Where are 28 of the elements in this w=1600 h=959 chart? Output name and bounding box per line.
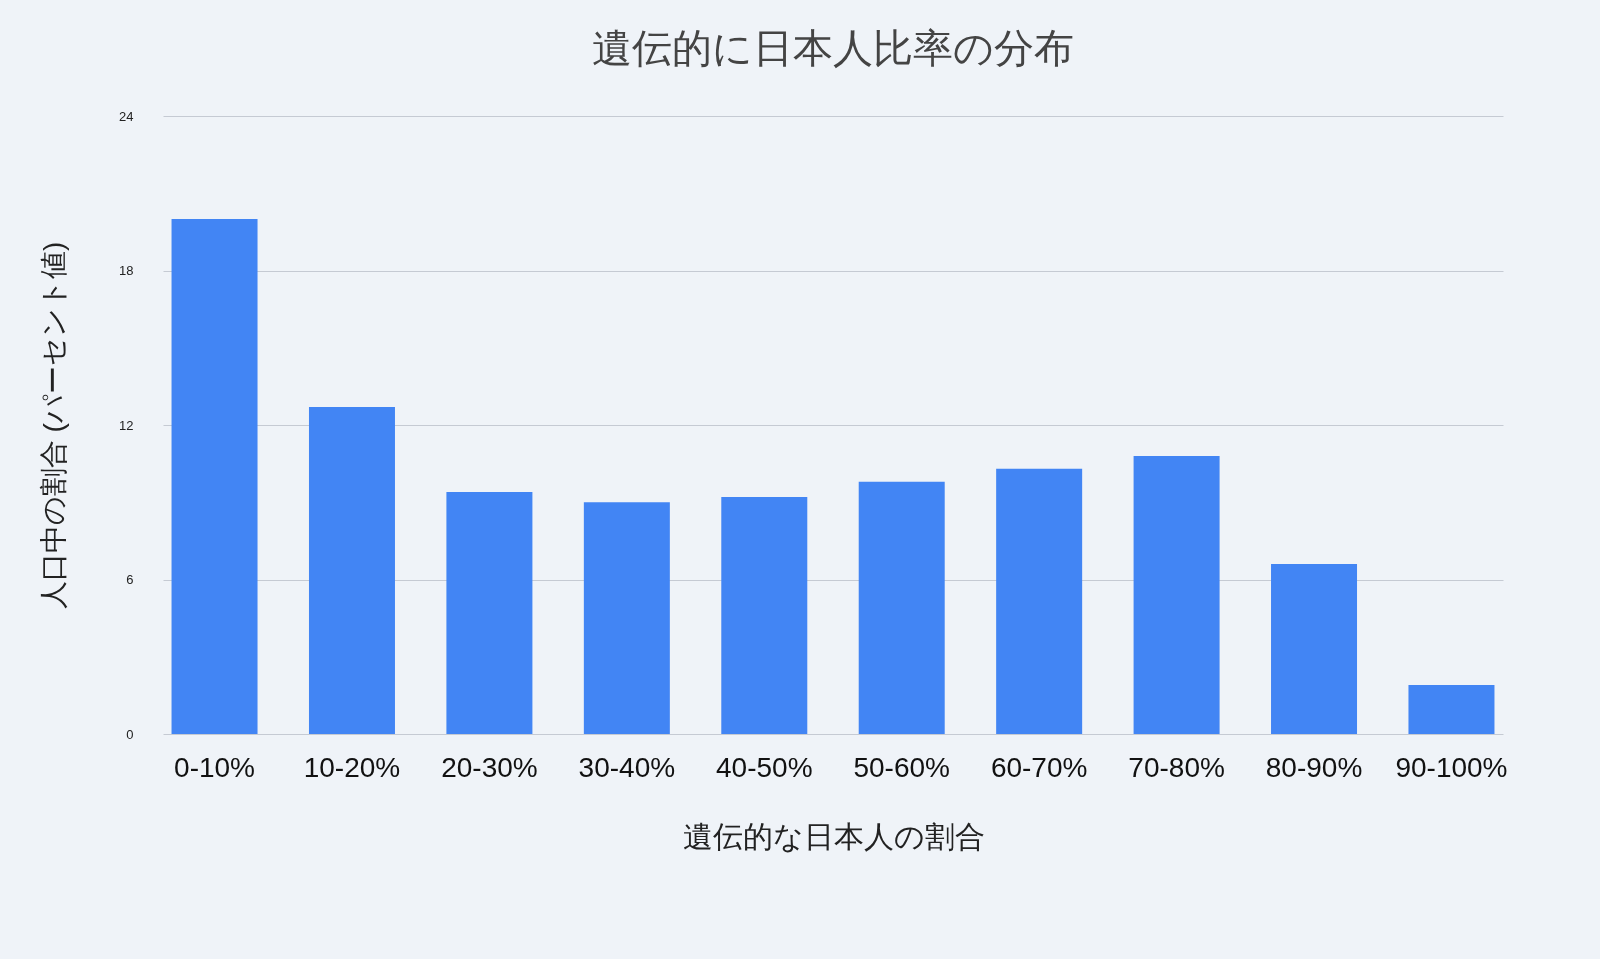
bar [1408,685,1495,734]
x-tick-label: 80-90% [1265,751,1363,783]
y-axis-title: 人口中の割合 (パーセント値) [38,241,70,610]
x-tick-label: 40-50% [716,751,813,783]
y-tick-label: 0 [126,726,134,742]
bar [858,481,945,734]
x-tick-label: 30-40% [578,751,676,783]
x-tick-label: 70-80% [1128,751,1225,783]
bar [171,219,258,734]
bar [721,497,808,734]
x-tick-label: 20-30% [441,751,538,783]
bar [996,468,1083,734]
x-tick-label: 0-10% [174,751,256,783]
bar [1133,455,1220,734]
x-tick-label: 90-100% [1395,751,1508,783]
y-tick-label: 6 [126,572,134,587]
y-tick-label: 12 [119,417,134,433]
x-tick-label: 10-20% [303,751,401,783]
bar [308,406,395,734]
bar [446,491,533,734]
y-tick-label: 18 [119,263,134,278]
x-tick-label: 50-60% [853,751,950,783]
chart-title: 遺伝的に日本人比率の分布 [592,26,1074,70]
y-tick-label: 24 [119,108,134,124]
bar [583,502,670,734]
x-axis-title: 遺伝的な日本人の割合 [682,819,985,853]
x-tick-label: 60-70% [990,751,1088,783]
bar [1271,564,1358,734]
